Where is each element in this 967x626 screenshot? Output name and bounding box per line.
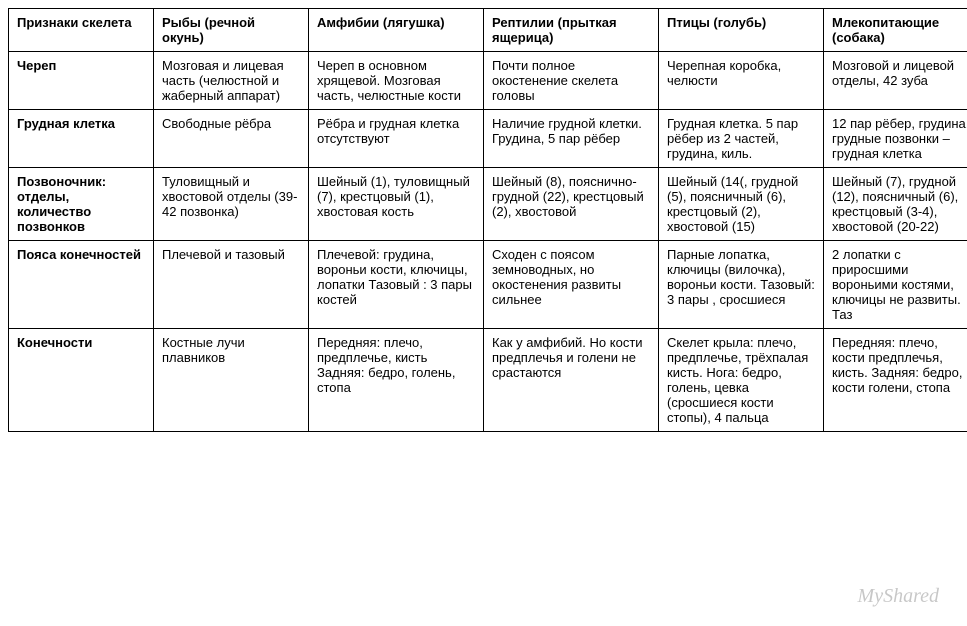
cell-amphibian: Рёбра и грудная клетка отсутствуют [309,110,484,168]
row-feature: Конечности [9,329,154,432]
skeleton-comparison-table: Признаки скелета Рыбы (речной окунь) Амф… [8,8,967,432]
row-feature: Череп [9,52,154,110]
col-header-mammal: Млекопитающие (собака) [824,9,967,52]
cell-bird: Скелет крыла: плечо, предплечье, трёхпал… [659,329,824,432]
cell-bird: Черепная коробка, челюсти [659,52,824,110]
row-feature: Грудная клетка [9,110,154,168]
cell-bird: Парные лопатка, ключицы (вилочка), ворон… [659,241,824,329]
col-header-fish: Рыбы (речной окунь) [154,9,309,52]
cell-mammal: Шейный (7), грудной (12), поясничный (6)… [824,168,967,241]
watermark-text: MyShared [858,585,939,608]
cell-mammal: Мозговой и лицевой отделы, 42 зуба [824,52,967,110]
col-header-feature: Признаки скелета [9,9,154,52]
cell-amphibian: Череп в основном хрящевой. Мозговая част… [309,52,484,110]
cell-fish: Свободные рёбра [154,110,309,168]
col-header-amphibian: Амфибии (лягушка) [309,9,484,52]
cell-reptile: Как у амфибий. Но кости предплечья и гол… [484,329,659,432]
col-header-bird: Птицы (голубь) [659,9,824,52]
cell-bird: Грудная клетка. 5 пар рёбер из 2 частей,… [659,110,824,168]
cell-mammal: 12 пар рёбер, грудина, грудные позвонки … [824,110,967,168]
row-feature: Пояса конечностей [9,241,154,329]
row-feature: Позвоночник: отделы, количество позвонко… [9,168,154,241]
cell-fish: Туловищный и хвостовой отделы (39-42 поз… [154,168,309,241]
cell-mammal: 2 лопатки с приросшими вороньими костями… [824,241,967,329]
cell-reptile: Наличие грудной клетки. Грудина, 5 пар р… [484,110,659,168]
cell-mammal: Передняя: плечо, кости предплечья, кисть… [824,329,967,432]
table-row: Грудная клетка Свободные рёбра Рёбра и г… [9,110,967,168]
cell-amphibian: Шейный (1), туловищный (7), крестцовый (… [309,168,484,241]
cell-fish: Плечевой и тазовый [154,241,309,329]
cell-bird: Шейный (14(, грудной (5), поясничный (6)… [659,168,824,241]
col-header-reptile: Рептилии (прыткая ящерица) [484,9,659,52]
cell-reptile: Сходен с поясом земноводных, но окостене… [484,241,659,329]
cell-amphibian: Плечевой: грудина, вороньи кости, ключиц… [309,241,484,329]
table-row: Пояса конечностей Плечевой и тазовый Пле… [9,241,967,329]
cell-fish: Мозговая и лицевая часть (челюстной и жа… [154,52,309,110]
table-row: Череп Мозговая и лицевая часть (челюстно… [9,52,967,110]
table-row: Позвоночник: отделы, количество позвонко… [9,168,967,241]
cell-fish: Костные лучи плавников [154,329,309,432]
table-header-row: Признаки скелета Рыбы (речной окунь) Амф… [9,9,967,52]
table-row: Конечности Костные лучи плавников Передн… [9,329,967,432]
cell-reptile: Шейный (8), пояснично-грудной (22), крес… [484,168,659,241]
cell-amphibian: Передняя: плечо, предплечье, кисть Задня… [309,329,484,432]
cell-reptile: Почти полное окостенение скелета головы [484,52,659,110]
